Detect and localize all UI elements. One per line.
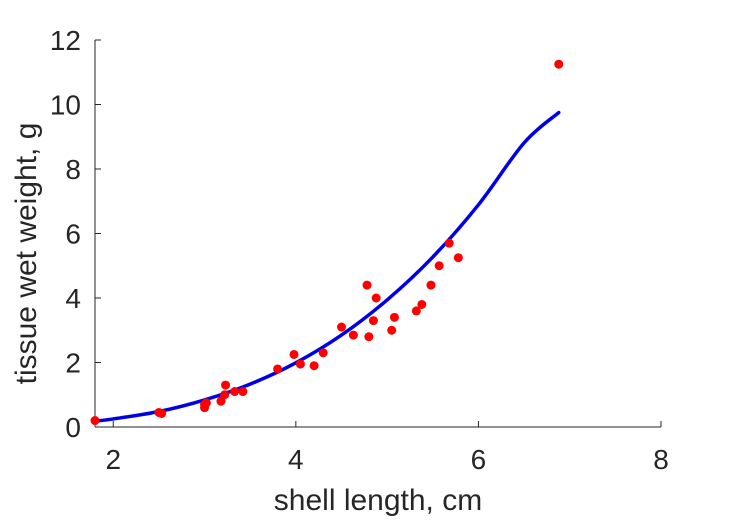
y-tick-label: 0: [65, 412, 81, 443]
x-tick-label: 2: [105, 444, 121, 475]
data-point: [411, 306, 421, 316]
data-point: [389, 312, 399, 322]
data-point: [364, 332, 374, 342]
data-point: [273, 364, 283, 374]
data-point: [368, 316, 378, 326]
y-tick-label: 12: [50, 25, 81, 56]
y-axis-title: tissue wet weight, g: [10, 123, 43, 385]
points-layer: [90, 59, 564, 426]
data-point: [221, 380, 231, 390]
data-point: [90, 416, 100, 426]
data-point: [426, 280, 436, 290]
x-tick-label: 4: [288, 444, 304, 475]
data-point: [371, 293, 381, 303]
data-point: [238, 387, 248, 397]
y-tick-label: 6: [65, 219, 81, 250]
data-point: [444, 238, 454, 248]
data-point: [434, 261, 444, 271]
axes: [94, 39, 662, 428]
data-point: [417, 299, 427, 309]
fit-curve: [93, 110, 561, 423]
x-tick-label: 8: [653, 444, 669, 475]
data-point: [554, 59, 564, 69]
fit-layer: [93, 110, 561, 423]
y-tick-label: 4: [65, 283, 81, 314]
x-axis-title: shell length, cm: [274, 484, 482, 517]
data-point: [309, 361, 319, 371]
data-point: [318, 348, 328, 358]
data-point: [348, 330, 358, 340]
data-point: [157, 408, 167, 418]
data-point: [295, 359, 305, 369]
data-point: [453, 253, 463, 263]
y-tick-label: 10: [50, 90, 81, 121]
data-point: [336, 322, 346, 332]
data-point: [387, 325, 397, 335]
x-tick-label: 6: [471, 444, 487, 475]
data-point: [362, 280, 372, 290]
y-tick-label: 8: [65, 154, 81, 185]
data-point: [289, 349, 299, 359]
data-point: [201, 398, 211, 408]
data-point: [230, 387, 240, 397]
y-tick-label: 2: [65, 348, 81, 379]
data-point: [220, 390, 230, 400]
